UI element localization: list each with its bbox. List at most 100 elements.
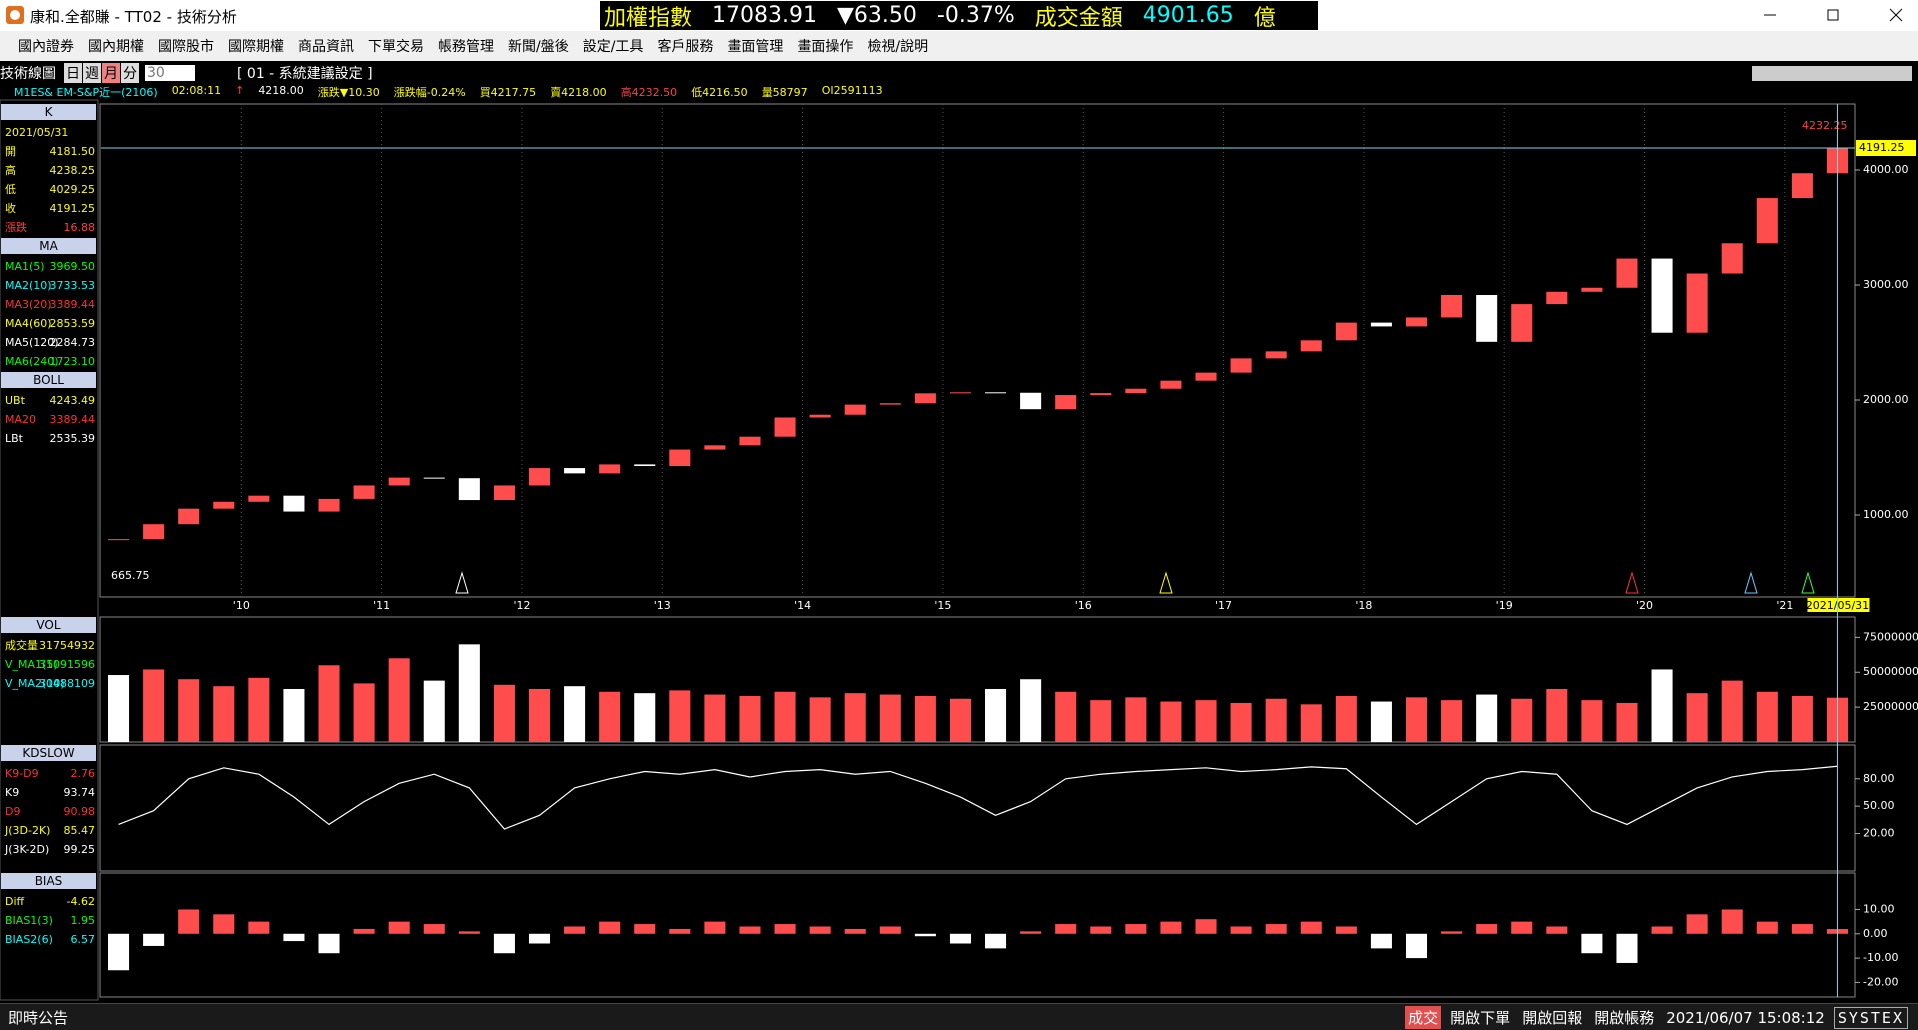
row-value: 1.95 [70, 914, 96, 927]
app-icon [6, 6, 24, 24]
row-value: 2.76 [70, 767, 96, 780]
sidebar-row: MA20 3389.44 [5, 411, 95, 429]
setting[interactable]: [ 01 - 系統建議設定 ] [237, 66, 373, 82]
menu-bar: 國內證券 國內期權 國際股市 國際期權 商品資訊 下單交易 帳務管理 新聞/盤後 設定/工具 客戶… [0, 31, 1918, 61]
candle [739, 436, 761, 446]
x-tick-label: '13 [654, 599, 671, 612]
status-item[interactable]: 開啟下單 [1450, 1009, 1511, 1027]
volume-bar [248, 677, 270, 742]
announcement[interactable]: 即時公告 [8, 1009, 69, 1027]
candle [599, 464, 621, 474]
menu-item[interactable]: 檢視/說明 [867, 39, 929, 55]
sidebar-row: MA2(10) 3733.53 [5, 277, 95, 295]
row-label: K9-D9 [5, 767, 39, 780]
status-item[interactable]: 開啟回報 [1522, 1009, 1583, 1027]
row-label: J(3K-2D) [5, 843, 50, 856]
candle [458, 478, 480, 501]
menu-item[interactable]: 國際期權 [228, 39, 284, 55]
bias-bar [1090, 926, 1112, 934]
volume-bar [1581, 700, 1603, 742]
y-tick-label: 4000.00 [1863, 163, 1909, 176]
menu-item[interactable]: 下單交易 [368, 39, 424, 55]
menu-item[interactable]: 設定/工具 [582, 39, 644, 55]
y-tick-label: 3000.00 [1863, 278, 1909, 291]
sidebar-row: 開 4181.50 [5, 143, 95, 161]
chart-tools[interactable] [1752, 66, 1918, 82]
candle [353, 485, 375, 499]
status-item[interactable]: 開啟帳務 [1594, 1009, 1655, 1027]
window-controls[interactable] [1740, 0, 1918, 31]
row-value: 16.88 [63, 221, 96, 234]
menu-item[interactable]: 畫面管理 [727, 39, 784, 55]
row-label: 開 [5, 145, 16, 158]
y-tick-label: 50000000 [1863, 665, 1918, 678]
candle [774, 417, 796, 437]
row-value: 4029.25 [49, 183, 96, 196]
menu-item[interactable]: 商品資訊 [298, 39, 354, 55]
section-header: KDSLOW [1, 745, 96, 761]
period-button[interactable]: 日 [64, 63, 82, 83]
sidebar-row: BIAS1(3) 1.95 [5, 912, 95, 930]
volume-bar [704, 694, 726, 742]
menu-item[interactable]: 國內期權 [88, 39, 144, 55]
bias-bar [423, 924, 445, 934]
x-tick-label: '16 [1075, 599, 1092, 612]
candle [1160, 380, 1182, 389]
date-box [1807, 598, 1870, 612]
row-value: 93.74 [63, 786, 96, 799]
menu-item[interactable]: 帳務管理 [438, 39, 494, 55]
volume-bar [1476, 694, 1498, 742]
period-button[interactable]: 週 [83, 63, 101, 83]
volume-bar [1721, 680, 1743, 742]
bias-bar [844, 928, 866, 934]
periods: 日週月分 [64, 63, 139, 83]
candle [108, 539, 130, 541]
menu-item[interactable]: 新聞/盤後 [508, 39, 569, 55]
volume-bar [178, 679, 200, 742]
y-tick-label: -10.00 [1863, 951, 1898, 964]
sidebar-row: 成交量 31754932 [5, 637, 95, 655]
sidebar-row: 2021/05/31 [5, 124, 95, 142]
candle [1721, 243, 1743, 274]
sidebar-row: K9 93.74 [5, 784, 95, 802]
volume-bar [914, 695, 936, 742]
x-tick-label: '21 [1776, 599, 1793, 612]
candle [283, 495, 305, 512]
volume-bar [1335, 695, 1357, 742]
row-label: MA1(5) [5, 260, 45, 273]
ticker-item: 4901.65 [1142, 3, 1234, 28]
sidebar-row: K9-D9 2.76 [5, 765, 95, 783]
y-tick-label: 2000.00 [1863, 393, 1909, 406]
volume-bar [1195, 700, 1217, 742]
volume-bar [1090, 700, 1112, 742]
x-tick-label: '19 [1496, 599, 1513, 612]
x-tick-label: '14 [794, 599, 811, 612]
menu-item[interactable]: 國際股市 [158, 39, 214, 55]
period-button[interactable]: 月 [102, 63, 120, 83]
menu-item[interactable]: 國內證券 [18, 39, 74, 55]
bias-bar [1756, 921, 1778, 934]
section-header: VOL [1, 617, 96, 633]
y-tick-label: -20.00 [1863, 975, 1898, 988]
section-header: K [1, 104, 96, 120]
volume-bar [1370, 701, 1392, 742]
bias-bar [914, 933, 936, 937]
k-line [118, 765, 1838, 830]
candle [1476, 295, 1498, 342]
candle [1335, 322, 1357, 341]
ticker: 加權指數 17083.91 ▼63.50 -0.37% 成交金額 4901.65 億 [600, 1, 1318, 31]
info-item: 4218.00 [258, 84, 304, 97]
volume-bar [774, 691, 796, 742]
candle [634, 464, 656, 467]
count-box[interactable]: 30 [145, 65, 195, 81]
row-value: 2284.73 [49, 336, 96, 349]
signal-marker [1159, 571, 1173, 594]
status-item[interactable]: 成交 [1405, 1006, 1442, 1029]
signal-marker [1801, 571, 1815, 594]
period-button[interactable]: 分 [121, 63, 139, 83]
bias-bar [1616, 933, 1638, 963]
volume-bar [1441, 700, 1463, 742]
ticker-item: 加權指數 [604, 5, 693, 31]
menu-item[interactable]: 畫面操作 [797, 39, 854, 55]
menu-item[interactable]: 客戶服務 [657, 39, 714, 55]
